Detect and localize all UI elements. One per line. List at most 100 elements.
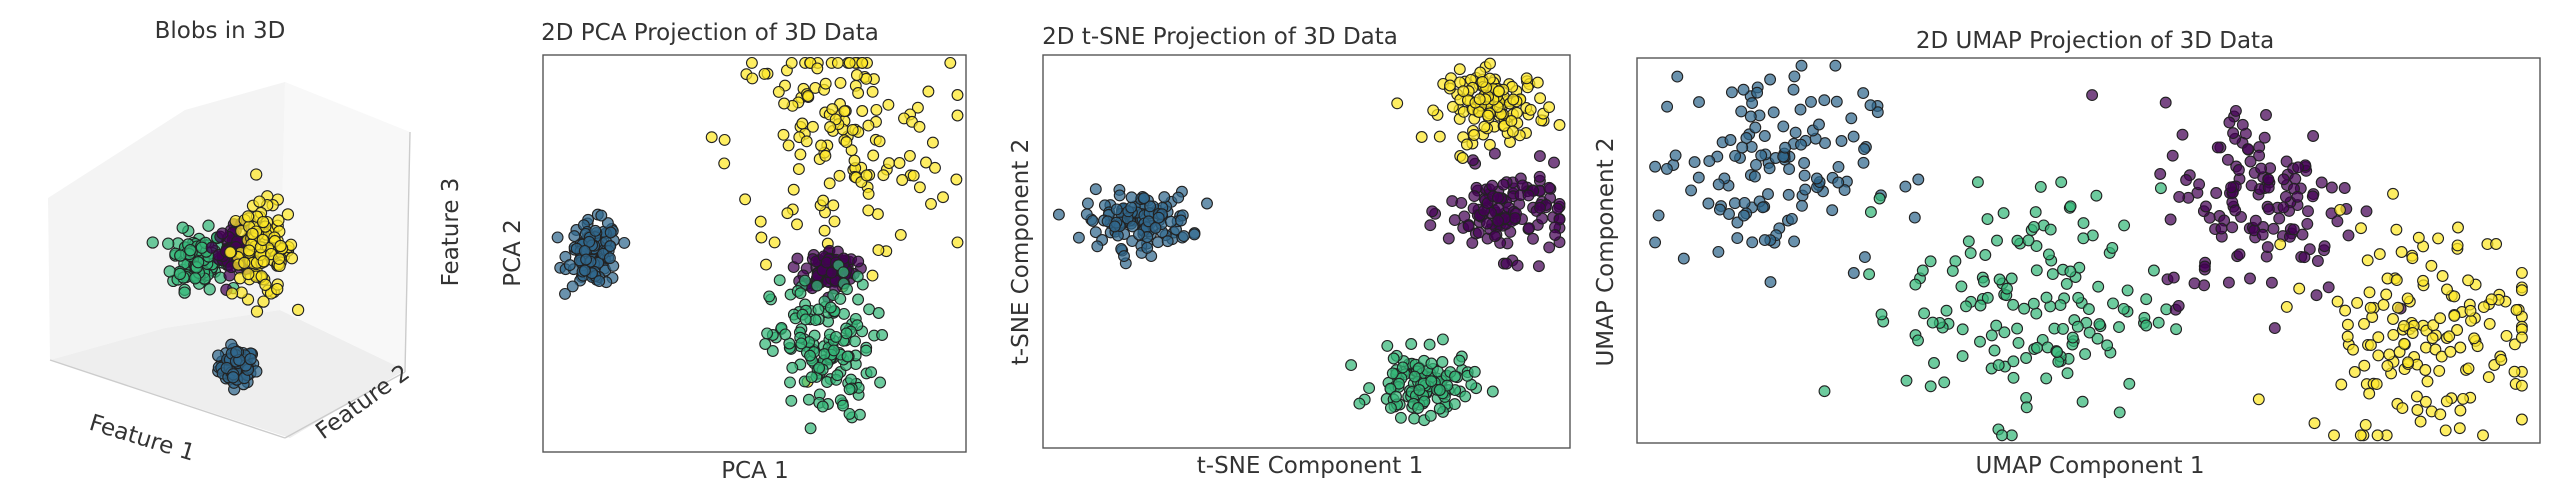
data-point xyxy=(2477,301,2490,314)
data-point xyxy=(1863,268,1876,281)
data-point xyxy=(1899,180,1912,193)
plot-area xyxy=(1052,57,1566,427)
data-point xyxy=(1805,95,1817,108)
data-point xyxy=(1172,191,1185,204)
data-point xyxy=(2351,296,2364,309)
data-point xyxy=(2280,300,2293,313)
data-point xyxy=(1971,176,1984,189)
data-point xyxy=(843,383,856,396)
data-point xyxy=(2396,402,2409,415)
data-point xyxy=(2064,200,2077,213)
data-point xyxy=(2311,255,2324,267)
chart-title: 2D UMAP Projection of 3D Data xyxy=(1916,28,2274,54)
data-point xyxy=(1799,183,1812,196)
data-point xyxy=(1946,264,1959,277)
data-point xyxy=(2387,187,2399,200)
data-point xyxy=(1473,93,1486,106)
data-point xyxy=(2465,314,2477,327)
data-point xyxy=(894,228,907,241)
data-point xyxy=(1712,245,1725,258)
data-point xyxy=(1926,316,1939,329)
data-point xyxy=(2433,364,2446,377)
data-point xyxy=(2140,293,2153,306)
data-point xyxy=(1748,170,1761,183)
data-point xyxy=(1909,278,1922,291)
data-point xyxy=(827,199,840,212)
data-point xyxy=(2090,189,2103,202)
data-point xyxy=(1524,103,1537,116)
data-point xyxy=(913,120,926,133)
data-point xyxy=(2307,130,2320,142)
data-point xyxy=(759,338,772,350)
data-point xyxy=(1712,178,1725,191)
data-point xyxy=(772,85,785,98)
data-point xyxy=(2193,178,2206,191)
data-point xyxy=(1873,192,1886,205)
data-point xyxy=(1693,96,1705,109)
data-point xyxy=(2005,429,2018,442)
data-point xyxy=(834,292,847,305)
data-point xyxy=(2441,283,2453,296)
data-point xyxy=(763,290,776,303)
data-point xyxy=(1511,259,1524,272)
data-point xyxy=(784,376,796,389)
data-point xyxy=(2020,401,2033,414)
data-point xyxy=(2267,222,2280,235)
data-point xyxy=(1125,201,1138,214)
data-point xyxy=(2233,248,2246,261)
data-point xyxy=(819,77,832,90)
data-point xyxy=(768,236,781,249)
data-point xyxy=(1467,154,1479,167)
data-point xyxy=(2347,343,2359,356)
data-point xyxy=(834,76,847,89)
data-point xyxy=(246,227,259,241)
data-point xyxy=(2427,319,2440,332)
data-point xyxy=(903,149,916,162)
data-point xyxy=(1353,397,1366,410)
data-point xyxy=(2011,234,2024,247)
data-point xyxy=(1468,190,1481,203)
data-point xyxy=(852,87,865,99)
data-point xyxy=(893,157,906,169)
data-point xyxy=(2261,241,2274,254)
data-point xyxy=(1509,212,1522,225)
data-point xyxy=(1783,163,1796,176)
data-point xyxy=(865,366,878,379)
data-point xyxy=(242,267,255,281)
data-point xyxy=(2500,329,2513,342)
data-point xyxy=(1924,380,1937,393)
data-point xyxy=(2410,390,2423,403)
data-point xyxy=(1977,275,1990,288)
data-point xyxy=(907,169,920,182)
data-point xyxy=(2335,378,2348,391)
data-point xyxy=(1916,264,1929,277)
data-point xyxy=(2453,422,2466,435)
data-point xyxy=(1110,203,1123,216)
data-point xyxy=(2452,221,2464,234)
data-point xyxy=(1453,63,1466,76)
data-point xyxy=(951,109,964,122)
data-point xyxy=(1746,97,1759,110)
data-point xyxy=(2057,322,2069,335)
data-point xyxy=(1534,92,1547,105)
data-point xyxy=(2121,284,2134,297)
data-point xyxy=(718,133,731,146)
data-point xyxy=(920,156,932,169)
data-point xyxy=(1756,201,1769,214)
data-point xyxy=(1725,86,1738,99)
data-point xyxy=(1500,257,1513,270)
data-point xyxy=(2482,371,2495,384)
data-point xyxy=(2468,332,2481,345)
data-point xyxy=(2273,212,2286,225)
data-point xyxy=(2027,220,2040,233)
data-point xyxy=(1125,191,1138,204)
data-point xyxy=(2277,201,2290,214)
data-point xyxy=(1423,338,1436,351)
data-point xyxy=(1857,87,1870,100)
data-point xyxy=(2236,118,2249,131)
data-point xyxy=(813,361,826,374)
data-point xyxy=(825,266,838,279)
data-point xyxy=(163,265,176,278)
data-point xyxy=(1476,75,1489,88)
pane-side xyxy=(280,82,410,370)
